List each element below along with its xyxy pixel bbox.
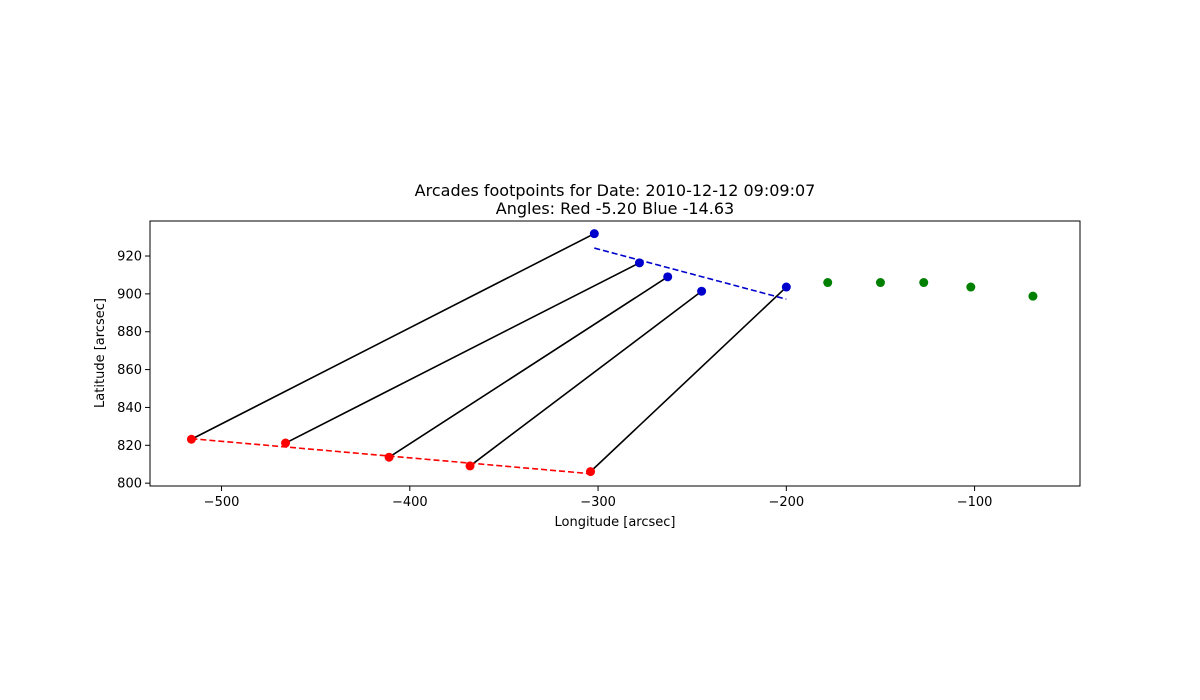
green-point-2 — [875, 278, 885, 288]
connector-line-1 — [191, 232, 595, 440]
axes: −500 −400 −300 −200 −100 800 820 840 860 880 900 92… — [117, 220, 1081, 510]
y-tick-label-5: 880 — [117, 325, 142, 340]
x-axis-label: Longitude [arcsec] — [554, 515, 675, 530]
x-tick-label-3: −300 — [580, 495, 616, 510]
green-point-4 — [966, 282, 976, 292]
red-point-5 — [586, 467, 596, 477]
plot-area — [186, 229, 1038, 477]
green-point-5 — [1028, 291, 1038, 301]
x-tick-label-5: −100 — [957, 495, 993, 510]
y-tick-label-1: 800 — [117, 477, 142, 492]
y-tick-label-7: 920 — [117, 250, 142, 265]
green-point-1 — [823, 278, 833, 288]
connector-line-5 — [589, 286, 787, 473]
red-point-1 — [186, 434, 196, 444]
blue-fit-line — [594, 247, 787, 300]
chart-title: Arcades footpoints for Date: 2010-12-12 … — [415, 181, 816, 200]
blue-point-5 — [781, 282, 791, 292]
y-tick-label-2: 820 — [117, 439, 142, 454]
plot-frame — [149, 220, 1081, 487]
red-point-4 — [465, 461, 475, 471]
blue-point-2 — [634, 258, 644, 268]
red-point-3 — [384, 452, 394, 462]
red-point-2 — [281, 438, 291, 448]
connector-line-2 — [285, 262, 640, 444]
connector-line-3 — [388, 276, 669, 458]
chart-subtitle: Angles: Red -5.20 Blue -14.63 — [496, 199, 734, 218]
y-tick-label-6: 900 — [117, 287, 142, 302]
green-point-3 — [919, 278, 929, 288]
y-tick-label-4: 860 — [117, 363, 142, 378]
blue-point-4 — [697, 286, 707, 296]
blue-point-3 — [663, 272, 673, 282]
y-axis-label: Latitude [arcsec] — [93, 298, 108, 408]
x-tick-label-2: −400 — [392, 495, 428, 510]
blue-point-1 — [589, 229, 599, 239]
x-tick-label-4: −200 — [768, 495, 804, 510]
y-tick-label-3: 840 — [117, 401, 142, 416]
x-tick-label-1: −500 — [204, 495, 240, 510]
connector-line-4 — [469, 290, 703, 467]
